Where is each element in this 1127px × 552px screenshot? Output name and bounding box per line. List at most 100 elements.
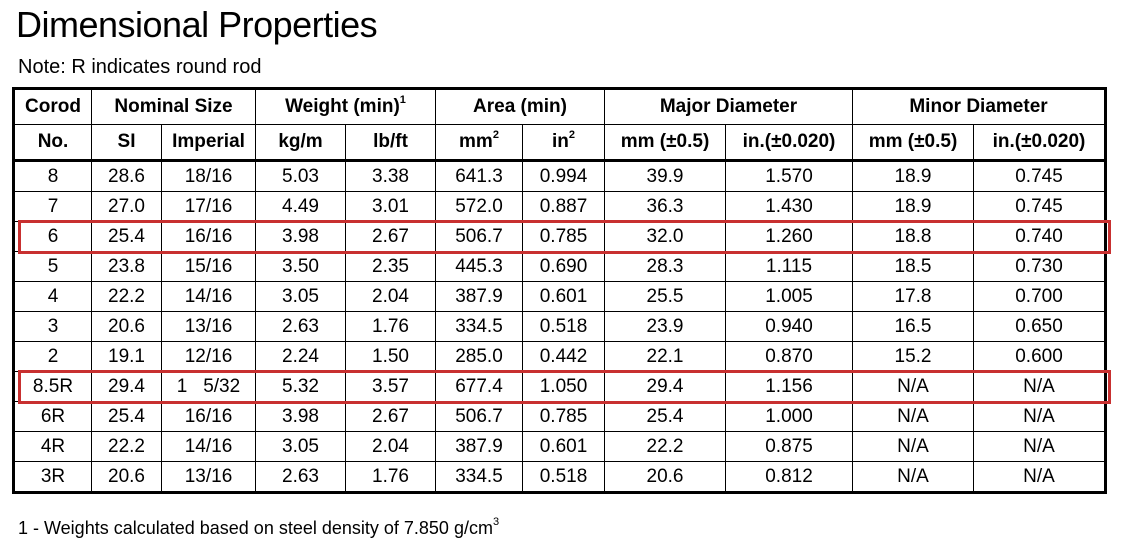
cell-si: 23.8: [91, 251, 162, 282]
cell-corod-no: 8: [13, 160, 92, 192]
cell-area-in2: 0.785: [522, 401, 605, 432]
cell-area-mm2: 506.7: [435, 221, 523, 252]
cell-si: 20.6: [91, 461, 162, 493]
cell-major-mm: 28.3: [604, 251, 726, 282]
cell-kgm: 5.03: [255, 160, 346, 192]
header-imperial: Imperial: [161, 124, 256, 162]
cell-area-in2: 1.050: [522, 371, 605, 402]
table-row: 3R 20.6 13/16 2.63 1.76 334.5 0.518 20.6 0.812 N/…: [13, 461, 1106, 493]
header-nominal-size: Nominal Size: [91, 88, 256, 125]
header-kgm: kg/m: [255, 124, 346, 162]
cell-corod-no: 4R: [13, 431, 92, 462]
cell-imperial: 16/16: [161, 401, 256, 432]
cell-major-mm: 22.1: [604, 341, 726, 372]
cell-area-in2: 0.442: [522, 341, 605, 372]
cell-major-mm: 25.4: [604, 401, 726, 432]
cell-kgm: 2.63: [255, 311, 346, 342]
cell-minor-mm: N/A: [852, 461, 974, 493]
cell-corod-no: 3R: [13, 461, 92, 493]
footnote: 1 - Weights calculated based on steel de…: [18, 516, 500, 538]
cell-imperial: 16/16: [161, 221, 256, 252]
header-weight: Weight (min)1: [255, 88, 436, 125]
cell-kgm: 5.32: [255, 371, 346, 402]
cell-minor-in: 0.650: [973, 311, 1106, 342]
cell-si: 27.0: [91, 191, 162, 222]
cell-imperial: 12/16: [161, 341, 256, 372]
cell-corod-no: 8.5R: [13, 371, 92, 402]
cell-minor-mm: N/A: [852, 431, 974, 462]
table-row: 6 25.4 16/16 3.98 2.67 506.7 0.785 32.0 1.260 18.…: [13, 221, 1106, 252]
table-row: 8.5R 29.4 1 5/32 5.32 3.57 677.4 1.050 29.4 1.15…: [13, 371, 1106, 402]
cell-si: 22.2: [91, 281, 162, 312]
cell-imperial: 13/16: [161, 311, 256, 342]
cell-lbft: 3.01: [345, 191, 436, 222]
cell-area-mm2: 387.9: [435, 431, 523, 462]
cell-minor-mm: 16.5: [852, 311, 974, 342]
cell-minor-mm: 15.2: [852, 341, 974, 372]
header-no: No.: [13, 124, 92, 162]
cell-imperial: 15/16: [161, 251, 256, 282]
cell-kgm: 2.63: [255, 461, 346, 493]
cell-major-in: 0.870: [725, 341, 853, 372]
cell-area-mm2: 334.5: [435, 461, 523, 493]
cell-area-mm2: 387.9: [435, 281, 523, 312]
header-lbft: lb/ft: [345, 124, 436, 162]
cell-si: 29.4: [91, 371, 162, 402]
cell-major-mm: 22.2: [604, 431, 726, 462]
cell-area-in2: 0.601: [522, 281, 605, 312]
cell-major-in: 0.940: [725, 311, 853, 342]
cell-area-mm2: 506.7: [435, 401, 523, 432]
note-text: Note: R indicates round rod: [18, 56, 262, 78]
cell-kgm: 3.98: [255, 221, 346, 252]
cell-minor-mm: 18.9: [852, 191, 974, 222]
cell-area-mm2: 285.0: [435, 341, 523, 372]
cell-area-in2: 0.994: [522, 160, 605, 192]
cell-major-in: 0.812: [725, 461, 853, 493]
cell-area-mm2: 445.3: [435, 251, 523, 282]
table-row: 3 20.6 13/16 2.63 1.76 334.5 0.518 23.9 0.940 16.…: [13, 311, 1106, 342]
header-minor-in: in.(±0.020): [973, 124, 1106, 162]
cell-imperial: 1 5/32: [161, 371, 256, 402]
cell-corod-no: 5: [13, 251, 92, 282]
cell-corod-no: 7: [13, 191, 92, 222]
cell-si: 28.6: [91, 160, 162, 192]
cell-lbft: 3.38: [345, 160, 436, 192]
cell-si: 25.4: [91, 401, 162, 432]
cell-area-in2: 0.690: [522, 251, 605, 282]
cell-area-in2: 0.785: [522, 221, 605, 252]
cell-corod-no: 6R: [13, 401, 92, 432]
cell-lbft: 2.67: [345, 221, 436, 252]
cell-major-in: 1.115: [725, 251, 853, 282]
cell-minor-mm: N/A: [852, 401, 974, 432]
cell-minor-in: N/A: [973, 431, 1106, 462]
cell-si: 20.6: [91, 311, 162, 342]
cell-imperial: 14/16: [161, 431, 256, 462]
cell-imperial: 18/16: [161, 160, 256, 192]
table-body: 8 28.6 18/16 5.03 3.38 641.3 0.994 39.9 1.570 18.…: [13, 160, 1106, 493]
cell-area-mm2: 572.0: [435, 191, 523, 222]
cell-major-in: 1.005: [725, 281, 853, 312]
cell-lbft: 2.35: [345, 251, 436, 282]
cell-major-in: 1.570: [725, 160, 853, 192]
cell-si: 25.4: [91, 221, 162, 252]
header-row-sub: No. SI Imperial kg/m lb/ft mm2 in2 mm (±…: [13, 124, 1106, 162]
header-major-diameter: Major Diameter: [604, 88, 853, 125]
table-row: 4 22.2 14/16 3.05 2.04 387.9 0.601 25.5 1.005 17.…: [13, 281, 1106, 312]
header-corod: Corod: [13, 88, 92, 125]
cell-lbft: 1.76: [345, 461, 436, 493]
cell-major-mm: 25.5: [604, 281, 726, 312]
cell-lbft: 2.04: [345, 431, 436, 462]
cell-minor-in: 0.730: [973, 251, 1106, 282]
cell-imperial: 13/16: [161, 461, 256, 493]
table-row: 2 19.1 12/16 2.24 1.50 285.0 0.442 22.1 0.870 15.…: [13, 341, 1106, 372]
table-wrapper: Corod Nominal Size Weight (min)1 Area (m…: [12, 87, 1111, 494]
header-mm2: mm2: [435, 124, 523, 162]
cell-minor-in: N/A: [973, 401, 1106, 432]
cell-minor-in: 0.700: [973, 281, 1106, 312]
cell-major-mm: 29.4: [604, 371, 726, 402]
header-area: Area (min): [435, 88, 605, 125]
header-major-in: in.(±0.020): [725, 124, 853, 162]
cell-major-mm: 23.9: [604, 311, 726, 342]
table-row: 5 23.8 15/16 3.50 2.35 445.3 0.690 28.3 1.115 18.…: [13, 251, 1106, 282]
cell-minor-mm: N/A: [852, 371, 974, 402]
